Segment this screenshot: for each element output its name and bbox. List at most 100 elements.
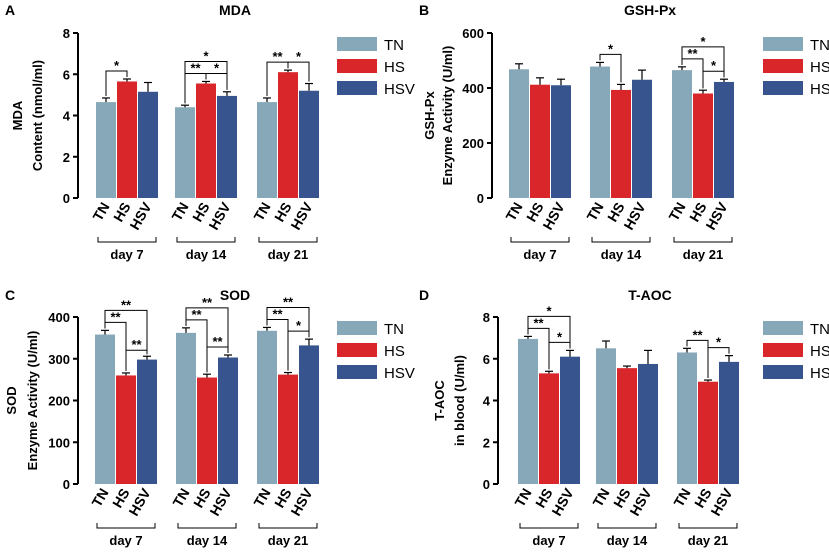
significance-label: ** [202,295,213,310]
legend-label: HSV [384,81,415,98]
group-label: day 7 [110,247,143,262]
x-category-label: TN [502,200,525,224]
y-tick-label: 100 [48,435,70,450]
significance-bracket [185,307,229,353]
bar-HSV-day-14 [218,357,238,484]
legend-swatch-HS [337,59,377,73]
significance-label: * [711,58,717,73]
group-bracket [519,523,579,529]
panel-A: A MDA MDA Content (nmol/ml) 0 2 4 6 8 TN HS HSV day … [5,2,415,262]
legend-label: TN [810,37,829,54]
x-category-label: TN [583,200,606,224]
y-axis-label: Enzyme Activity (U/ml) [25,331,40,471]
x-category-label: TN [665,200,688,224]
bar-TN-day-14 [175,107,195,198]
legend-swatch-HS [763,59,803,73]
x-category-label: HSV [287,199,316,233]
legend-label: HSV [810,365,829,382]
significance-label: ** [687,46,698,61]
bar-HSV-day-14 [632,79,652,198]
x-category-label: TN [511,486,534,510]
bar-HS-day-14 [196,83,216,198]
group-bracket [673,237,733,243]
group-label: day 7 [532,533,565,548]
bar-TN-day-7 [509,69,529,198]
bar-TN-day-21 [257,102,277,198]
significance-label: * [557,329,563,344]
legend-swatch-TN [337,321,377,335]
y-tick-label: 0 [477,191,484,206]
panel-letter: C [5,287,15,303]
significance-label: * [203,48,209,63]
significance-bracket [206,346,229,373]
y-tick-label: 400 [462,81,484,96]
significance-bracket [105,70,128,96]
bar-HSV-day-21 [299,90,319,198]
significance-bracket [548,341,571,370]
bar-HS-day-7 [117,81,137,198]
x-category-label: HSV [620,199,649,233]
group-bracket [177,523,237,529]
y-tick-label: 0 [483,477,490,492]
significance-label: ** [283,294,294,309]
bar-HS-day-21 [278,374,298,484]
bar-TN-day-7 [95,334,115,484]
significance-bracket [287,330,310,371]
y-axis-label: Enzyme Activity (U/ml) [440,46,455,186]
y-tick-label: 6 [63,67,70,82]
bar-TN-day-7 [96,102,116,198]
bar-HS-day-21 [698,381,718,484]
x-category-label: HSV [287,485,316,519]
significance-label: ** [121,297,132,312]
group-bracket [678,523,738,529]
y-tick-label: 200 [462,136,484,151]
legend-swatch-HS [337,343,377,357]
legend-label: TN [810,321,829,338]
significance-bracket [125,349,148,371]
significance-label: ** [131,337,142,352]
significance-label: ** [190,60,201,75]
y-tick-label: 2 [483,435,490,450]
bar-HSV-day-7 [138,91,158,198]
group-label: day 21 [268,533,308,548]
legend-label: HS [384,59,405,76]
y-tick-label: 4 [63,109,71,124]
legend-label: TN [384,37,404,54]
group-label: day 14 [601,247,642,262]
x-category-label: HSV [702,199,731,233]
significance-bracket [527,315,571,349]
bar-HS-day-7 [116,375,136,484]
legend-label: HS [810,343,829,360]
significance-bracket [104,309,148,355]
x-category-label: TN [88,486,111,510]
group-bracket [97,237,157,243]
x-category-label: TN [250,486,273,510]
legend-swatch-TN [337,37,377,51]
bar-HSV-day-21 [299,345,319,484]
bar-TN-day-14 [590,66,610,198]
x-category-label: TN [89,200,112,224]
bar-TN-day-7 [518,338,538,484]
y-tick-label: 200 [48,394,70,409]
y-axis-label: T-AOC [432,380,447,421]
significance-label: * [716,335,722,350]
legend-swatch-HSV [763,81,803,95]
y-tick-label: 2 [63,150,70,165]
bar-TN-day-21 [257,330,277,484]
group-label: day 21 [688,533,728,548]
bar-HSV-day-14 [217,95,237,198]
group-label: day 14 [607,533,648,548]
y-tick-label: 6 [483,352,490,367]
group-bracket [258,523,318,529]
group-bracket [176,237,236,243]
y-tick-label: 4 [483,394,491,409]
bar-HS-day-21 [278,72,298,198]
y-tick-label: 8 [483,310,490,325]
y-tick-label: 0 [63,191,70,206]
bar-HSV-day-14 [638,363,658,484]
significance-bracket [266,306,310,338]
significance-bracket [681,46,725,78]
x-category-label: HSV [539,199,568,233]
group-label: day 7 [523,247,556,262]
